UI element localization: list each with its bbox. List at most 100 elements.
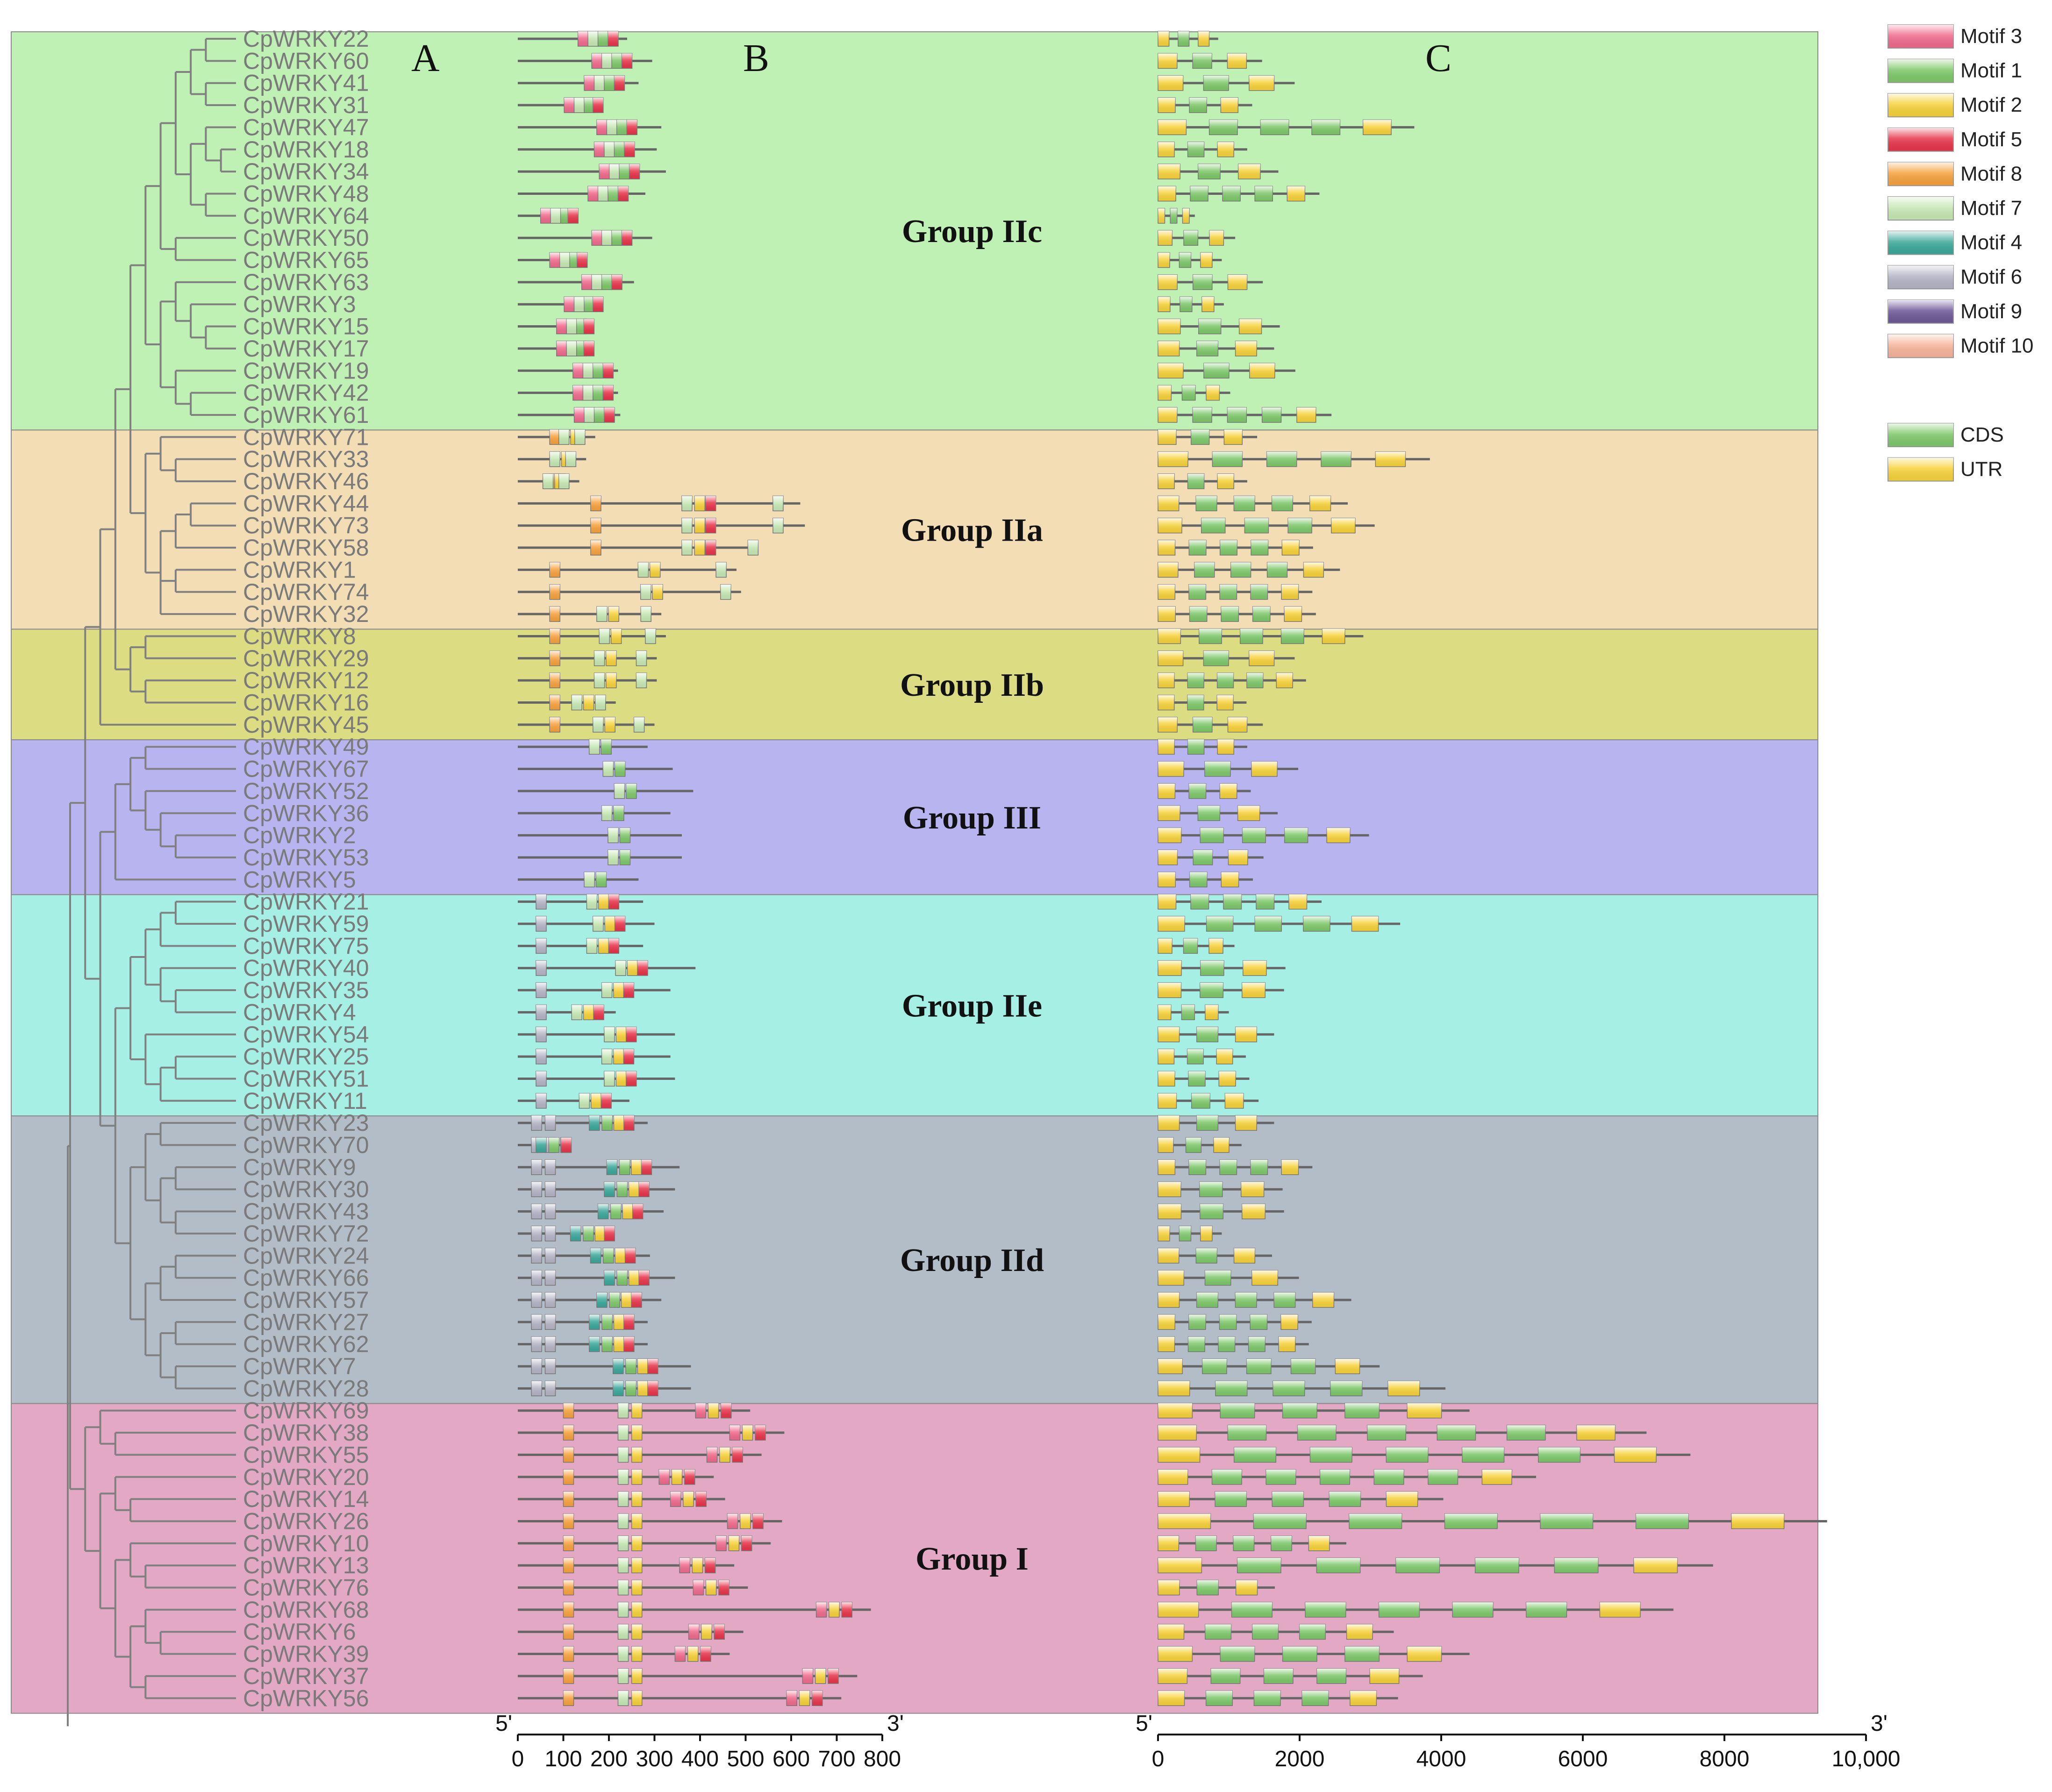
gene-structure-row bbox=[1158, 1270, 1299, 1286]
protein-row bbox=[518, 1579, 748, 1596]
gene-structure-row bbox=[1158, 208, 1195, 224]
gene-label: CpWRKY8 bbox=[243, 623, 356, 649]
gene-label: CpWRKY11 bbox=[243, 1088, 367, 1114]
gene-label: CpWRKY28 bbox=[243, 1375, 369, 1401]
protein-row bbox=[518, 318, 595, 335]
protein-row bbox=[518, 252, 588, 268]
gene-label: CpWRKY18 bbox=[243, 136, 369, 163]
gene-structure-row bbox=[1158, 1027, 1274, 1042]
protein-row bbox=[518, 1690, 842, 1706]
panel-label-c: C bbox=[1425, 36, 1451, 80]
axis-b-tick: 400 bbox=[681, 1747, 719, 1771]
gene-label: CpWRKY12 bbox=[243, 667, 369, 693]
protein-row bbox=[518, 164, 666, 179]
gene-label: CpWRKY72 bbox=[243, 1221, 369, 1247]
gene-structure-row bbox=[1158, 473, 1247, 489]
protein-row bbox=[518, 451, 586, 467]
group-band-3 bbox=[11, 739, 1818, 895]
protein-row bbox=[518, 1469, 714, 1485]
gene-label: CpWRKY35 bbox=[243, 977, 369, 1003]
gene-structure-row bbox=[1158, 1690, 1398, 1706]
gene-structure-row bbox=[1158, 75, 1295, 91]
gene-label: CpWRKY22 bbox=[243, 26, 369, 52]
protein-row bbox=[518, 584, 741, 600]
gene-structure-row bbox=[1158, 341, 1274, 357]
scale-axes: 0 100 200 300 400 500 600 700 800 5' 3' 0 2000 4000 60… bbox=[495, 1711, 1900, 1771]
protein-row bbox=[518, 805, 671, 821]
protein-row bbox=[518, 982, 671, 998]
gene-structure-row bbox=[1158, 252, 1222, 268]
gene-label: CpWRKY4 bbox=[243, 999, 356, 1025]
gene-label: CpWRKY39 bbox=[243, 1641, 369, 1667]
structure-legend-label: CDS bbox=[1960, 423, 2004, 446]
gene-structure-row bbox=[1158, 1004, 1229, 1021]
protein-row bbox=[518, 1358, 691, 1374]
gene-label: CpWRKY13 bbox=[243, 1552, 369, 1578]
axis-b-tick: 300 bbox=[636, 1747, 673, 1771]
protein-row bbox=[518, 274, 634, 290]
gene-label: CpWRKY2 bbox=[243, 822, 356, 849]
gene-structure-row bbox=[1158, 1402, 1470, 1419]
axis-c-tick: 10,000 bbox=[1832, 1747, 1901, 1771]
gene-structure-row bbox=[1158, 1115, 1274, 1131]
group-labels: Group IIc Group IIa Group IIb Group III Grou… bbox=[900, 214, 1044, 1577]
protein-row bbox=[518, 938, 643, 954]
gene-label: CpWRKY40 bbox=[243, 955, 369, 981]
gene-label: CpWRKY60 bbox=[243, 48, 369, 74]
gene-structure-row bbox=[1158, 717, 1263, 733]
protein-row bbox=[518, 1137, 572, 1153]
gene-structure-row bbox=[1158, 540, 1313, 556]
protein-row bbox=[518, 1004, 616, 1021]
phylogenetic-tree bbox=[67, 38, 236, 1727]
gene-label: CpWRKY1 bbox=[243, 557, 356, 583]
gene-label: CpWRKY63 bbox=[243, 269, 369, 295]
gene-structure-row bbox=[1158, 850, 1264, 865]
gene-structure-row bbox=[1158, 318, 1280, 335]
gene-label: CpWRKY52 bbox=[243, 778, 369, 804]
protein-row bbox=[518, 97, 604, 113]
protein-row bbox=[518, 53, 652, 69]
protein-row bbox=[518, 1447, 762, 1463]
gene-label: CpWRKY38 bbox=[243, 1420, 369, 1446]
gene-structure-row bbox=[1158, 164, 1279, 179]
protein-row bbox=[518, 672, 657, 688]
gene-label: CpWRKY43 bbox=[243, 1199, 369, 1225]
axis-b-tick: 100 bbox=[544, 1747, 582, 1771]
group-label-5: Group IId bbox=[900, 1242, 1044, 1278]
motif-legend-label: Motif 4 bbox=[1960, 231, 2022, 254]
gene-label: CpWRKY17 bbox=[243, 336, 369, 362]
protein-row bbox=[518, 341, 595, 357]
protein-row bbox=[518, 1027, 675, 1042]
gene-label: CpWRKY71 bbox=[243, 424, 369, 450]
protein-row bbox=[518, 230, 652, 246]
gene-structure-row bbox=[1158, 1071, 1250, 1087]
gene-structure-row bbox=[1158, 562, 1340, 578]
gene-structure-row bbox=[1158, 1159, 1313, 1175]
gene-label: CpWRKY32 bbox=[243, 601, 369, 627]
gene-structure-row bbox=[1158, 274, 1263, 290]
gene-label: CpWRKY42 bbox=[243, 380, 369, 406]
gene-label: CpWRKY45 bbox=[243, 712, 369, 738]
gene-structure-row bbox=[1158, 97, 1252, 113]
gene-label: CpWRKY33 bbox=[243, 446, 369, 472]
protein-row bbox=[518, 960, 696, 976]
gene-structure-row bbox=[1158, 1248, 1272, 1264]
gene-label: CpWRKY73 bbox=[243, 513, 369, 539]
gene-label: CpWRKY24 bbox=[243, 1242, 369, 1269]
gene-structure-row bbox=[1158, 451, 1430, 467]
gene-label: CpWRKY37 bbox=[243, 1663, 369, 1689]
gene-structure-panel bbox=[1158, 31, 1827, 1706]
gene-label: CpWRKY50 bbox=[243, 225, 369, 251]
gene-structure-row bbox=[1158, 1292, 1351, 1308]
protein-row bbox=[518, 761, 673, 777]
gene-structure-row bbox=[1158, 429, 1258, 445]
gene-structure-row bbox=[1158, 761, 1298, 777]
protein-row bbox=[518, 75, 639, 91]
gene-label: CpWRKY3 bbox=[243, 291, 356, 317]
gene-structure-row bbox=[1158, 407, 1332, 423]
axis-b-tick: 700 bbox=[818, 1747, 855, 1771]
gene-label: CpWRKY21 bbox=[243, 889, 369, 915]
axis-b-end: 3' bbox=[887, 1711, 904, 1736]
protein-row bbox=[518, 1602, 871, 1618]
gene-label: CpWRKY70 bbox=[243, 1132, 369, 1158]
